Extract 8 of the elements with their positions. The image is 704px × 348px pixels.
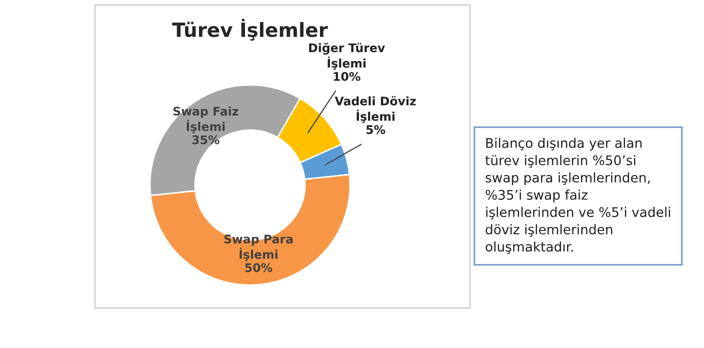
data-label: 50%	[245, 263, 272, 272]
data-label: 10%	[334, 72, 360, 81]
slice-label: Vadeli Döviz İşlemi	[334, 96, 416, 124]
text: Bilanço dışında yer alan türev işlemlerin %50’si swap para işlemlerinden, %35’i swap faiz işlemlerinden ve %5’i vadeli döviz işlemlerinden oluşmaktadır.	[485, 138, 670, 254]
data-label: 5%	[366, 125, 386, 134]
chart-title: Türev İşlemler	[172, 18, 328, 41]
data-label: 35%	[192, 135, 220, 144]
slice-label: Diğer Türev İşlemi	[309, 42, 385, 70]
